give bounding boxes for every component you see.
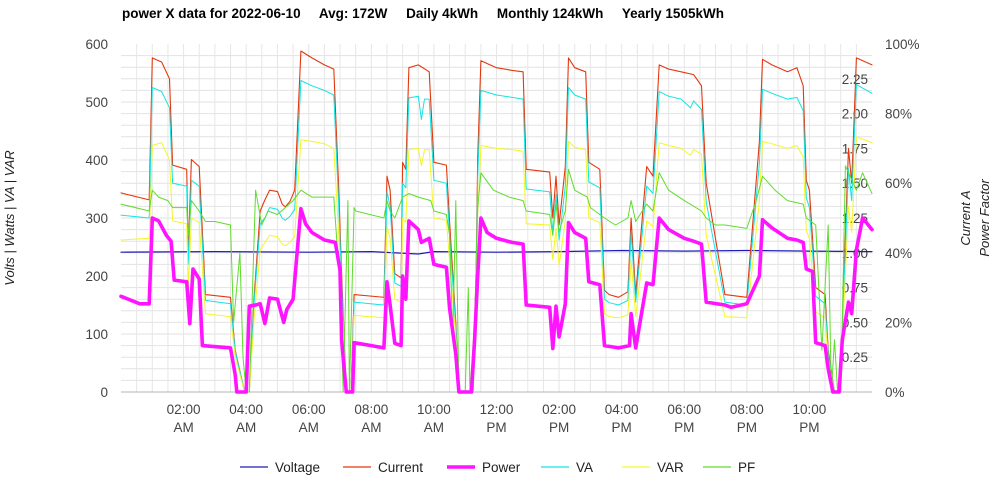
y-pf-tick-label: 60% (885, 176, 912, 191)
y-pf-tick-label: 80% (885, 107, 912, 122)
y-left-tick-label: 100 (85, 327, 108, 342)
x-tick-label-ampm: AM (236, 420, 256, 435)
x-tick-label-time: 06:00 (667, 402, 701, 417)
y-left-tick-label: 400 (85, 153, 108, 168)
y-left-tick-label: 300 (85, 211, 108, 226)
legend-label: Power (482, 460, 521, 475)
x-tick-label-ampm: AM (424, 420, 444, 435)
y-current-axis-title: Current A (958, 190, 973, 245)
legend: Voltage Current Power VA VAR PF (240, 460, 755, 475)
x-tick-label-time: 04:00 (605, 402, 639, 417)
y-current-tick-label: 1.75 (842, 141, 868, 156)
series-line-pf (120, 165, 873, 393)
x-tick-label-ampm: PM (612, 420, 632, 435)
x-tick-label-time: 10:00 (417, 402, 451, 417)
legend-label: VAR (657, 460, 684, 475)
series-line-power (119, 206, 874, 394)
x-tick-label-ampm: PM (549, 420, 569, 435)
legend-item-pf[interactable]: PF (703, 460, 755, 475)
legend-item-var[interactable]: VAR (622, 460, 684, 475)
legend-item-power[interactable]: Power (447, 460, 521, 475)
x-tick-label-ampm: AM (173, 420, 193, 435)
x-tick-label-time: 12:00 (480, 402, 514, 417)
y-left-tick-label: 0 (100, 385, 108, 400)
y-left-tick-label: 500 (85, 95, 108, 110)
y-current-tick-label: 0.50 (842, 315, 868, 330)
series-lines (119, 50, 874, 394)
legend-item-va[interactable]: VA (541, 460, 593, 475)
series-line-voltage (120, 249, 873, 255)
y-left-tick-label: 200 (85, 269, 108, 284)
x-tick-label-time: 08:00 (730, 402, 764, 417)
legend-label: Voltage (275, 460, 320, 475)
chart-title: power X data for 2022-06-10 Avg: 172W Da… (122, 6, 724, 21)
x-tick-label-time: 02:00 (542, 402, 576, 417)
x-tick-label-time: 06:00 (292, 402, 326, 417)
legend-item-current[interactable]: Current (343, 460, 423, 475)
x-tick-label-time: 10:00 (793, 402, 827, 417)
x-tick-label-ampm: PM (486, 420, 506, 435)
y-pf-tick-label: 40% (885, 246, 912, 261)
y-current-tick-label: 2.25 (842, 72, 868, 87)
y-left-tick-label: 600 (85, 37, 108, 52)
legend-label: PF (738, 460, 755, 475)
x-tick-label-ampm: AM (361, 420, 381, 435)
y-pf-tick-label: 100% (885, 37, 920, 52)
y-pf-tick-label: 20% (885, 315, 912, 330)
legend-item-voltage[interactable]: Voltage (240, 460, 320, 475)
y-pf-axis-title: Power Factor (977, 179, 992, 257)
x-tick-label-ampm: PM (737, 420, 757, 435)
x-tick-label-ampm: PM (799, 420, 819, 435)
axis-ticks: 01002003004005006000.250.500.751.001.251… (85, 37, 919, 435)
y-pf-tick-label: 0% (885, 385, 905, 400)
x-tick-label-ampm: PM (674, 420, 694, 435)
y-current-tick-label: 1.50 (842, 176, 868, 191)
axis-titles: Volts | Watts | VA | VAR Current A Power F… (2, 150, 992, 285)
x-tick-label-ampm: AM (299, 420, 319, 435)
y-left-axis-title: Volts | Watts | VA | VAR (2, 150, 17, 285)
y-current-tick-label: 0.25 (842, 350, 868, 365)
x-tick-label-time: 04:00 (229, 402, 263, 417)
grid (121, 44, 872, 393)
x-tick-label-time: 08:00 (354, 402, 388, 417)
legend-label: Current (378, 460, 423, 475)
legend-label: VA (576, 460, 593, 475)
x-tick-label-time: 02:00 (167, 402, 201, 417)
